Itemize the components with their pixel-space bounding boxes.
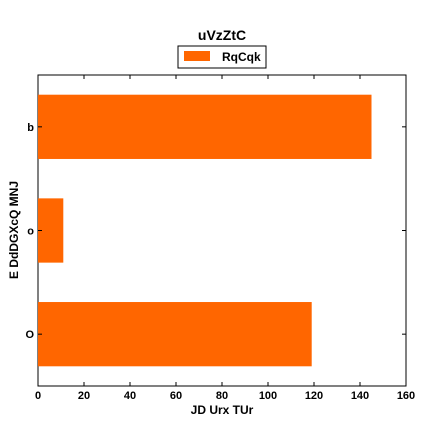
y-tick-label: b — [27, 122, 34, 134]
bars — [38, 94, 372, 367]
bar-b — [38, 94, 372, 159]
y-tick-label: O — [25, 329, 34, 341]
legend-swatch — [184, 51, 210, 61]
x-tick-label: 20 — [78, 390, 90, 402]
y-axis-ticks: Oo b — [25, 122, 406, 341]
y-axis-label: E DdDGXcQ MNJ — [7, 181, 21, 279]
legend-label: RqCqk — [222, 50, 261, 64]
bar-o — [38, 198, 64, 263]
x-tick-label: 80 — [216, 390, 228, 402]
x-tick-label: 140 — [351, 390, 369, 402]
x-axis-label: JD Urx TUr — [191, 403, 254, 417]
chart-title: uVzZtC — [198, 27, 246, 43]
bar-O — [38, 302, 312, 367]
x-tick-label: 40 — [124, 390, 136, 402]
legend: RqCqk — [177, 45, 267, 69]
x-tick-label: 60 — [170, 390, 182, 402]
x-axis-ticks: 0 20 40 60 80 100 120 140 160 — [35, 75, 415, 402]
x-tick-label: 160 — [397, 390, 415, 402]
y-tick-label: o — [27, 226, 34, 238]
x-tick-label: 120 — [305, 390, 323, 402]
x-tick-label: 100 — [259, 390, 277, 402]
x-tick-label: 0 — [35, 390, 41, 402]
